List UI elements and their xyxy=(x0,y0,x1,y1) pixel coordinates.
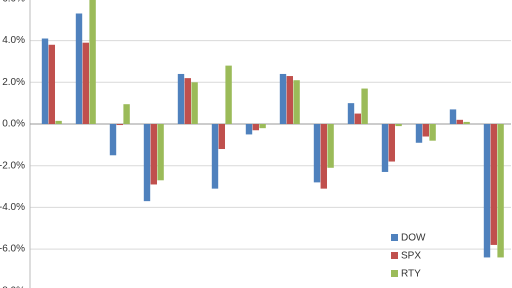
y-tick-label: 6.0% xyxy=(2,0,25,5)
bar xyxy=(449,109,457,124)
bar xyxy=(191,82,198,124)
bar xyxy=(415,124,423,143)
bar xyxy=(429,124,436,141)
bar xyxy=(293,80,300,124)
legend-label: DOW xyxy=(401,233,426,244)
legend-swatch xyxy=(391,234,398,241)
bar xyxy=(422,124,429,137)
bar xyxy=(381,124,389,172)
y-tick-label: 2.0% xyxy=(2,77,25,88)
bar xyxy=(82,42,89,125)
bar xyxy=(497,124,504,258)
bar xyxy=(259,124,266,129)
bar xyxy=(354,113,361,124)
y-tick-label: -4.0% xyxy=(0,202,25,213)
y-tick-label: -6.0% xyxy=(0,244,25,255)
bar xyxy=(490,124,497,245)
y-tick-label: -2.0% xyxy=(0,160,25,171)
bar xyxy=(388,124,395,162)
bar xyxy=(89,0,96,124)
bar xyxy=(463,121,470,124)
bar xyxy=(75,13,83,124)
bar xyxy=(456,119,463,124)
bar xyxy=(55,120,62,124)
bar xyxy=(395,124,402,127)
bar xyxy=(361,88,368,124)
bar xyxy=(286,76,293,124)
legend-label: RTY xyxy=(401,269,421,280)
legend-swatch xyxy=(391,270,398,277)
bar xyxy=(143,124,151,202)
bar xyxy=(225,65,232,124)
bar xyxy=(109,124,117,156)
bar xyxy=(123,104,130,124)
bar xyxy=(218,124,225,150)
y-tick-label: -8.0% xyxy=(0,285,25,288)
bar xyxy=(157,124,164,181)
bar xyxy=(252,124,259,131)
bar xyxy=(184,78,191,124)
y-tick-label: 0.0% xyxy=(2,119,25,130)
bar xyxy=(48,44,55,124)
bar xyxy=(150,124,157,185)
y-tick-label: 4.0% xyxy=(2,35,25,46)
bar xyxy=(320,124,327,189)
bar xyxy=(483,124,491,258)
legend-label: SPX xyxy=(401,251,421,262)
legend-swatch xyxy=(391,252,398,259)
bar xyxy=(347,103,355,124)
bar xyxy=(245,124,253,135)
bar xyxy=(177,73,185,124)
bar xyxy=(327,124,334,168)
bar xyxy=(116,124,123,126)
bar xyxy=(211,124,219,189)
bar xyxy=(279,73,287,124)
bar xyxy=(313,124,321,183)
bar xyxy=(41,38,49,124)
